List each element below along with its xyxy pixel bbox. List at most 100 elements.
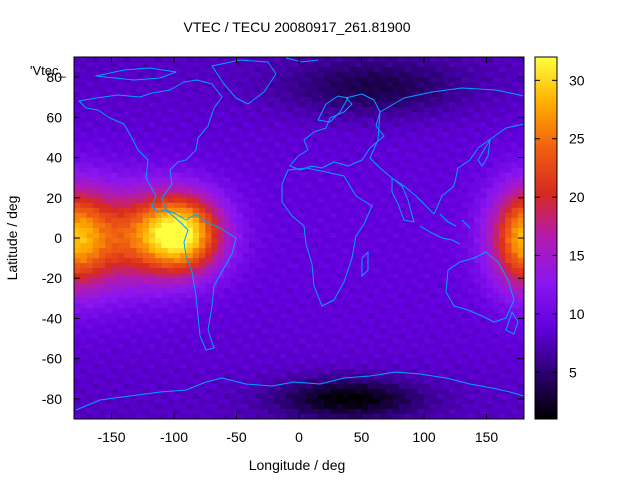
- heatmap-cell: [142, 87, 150, 93]
- heatmap-cell: [336, 162, 344, 169]
- heatmap-cell: [236, 403, 244, 410]
- heatmap-cell: [224, 283, 231, 289]
- heatmap-cell: [455, 388, 463, 395]
- heatmap-cell: [161, 378, 169, 385]
- heatmap-cell: [399, 97, 406, 103]
- heatmap-cell: [474, 122, 481, 128]
- heatmap-cell: [436, 152, 444, 159]
- heatmap-cell: [167, 333, 175, 340]
- heatmap-cell: [374, 227, 381, 234]
- heatmap-cell: [486, 92, 494, 98]
- heatmap-cell: [486, 358, 494, 365]
- heatmap-cell: [499, 182, 506, 189]
- heatmap-cell: [461, 107, 469, 113]
- heatmap-cell: [511, 227, 519, 234]
- heatmap-cell: [117, 248, 125, 254]
- heatmap-cell: [492, 67, 500, 73]
- heatmap-cell: [286, 248, 294, 254]
- heatmap-cell: [105, 107, 113, 113]
- heatmap-cell: [92, 217, 100, 224]
- heatmap-cell: [355, 102, 363, 108]
- heatmap-cell: [99, 112, 106, 118]
- heatmap-cell: [292, 152, 300, 159]
- heatmap-cell: [211, 278, 219, 284]
- heatmap-cell: [411, 172, 419, 179]
- heatmap-cell: [336, 278, 344, 284]
- heatmap-cell: [105, 288, 113, 294]
- heatmap-cell: [467, 253, 475, 259]
- heatmap-cell: [461, 147, 469, 154]
- heatmap-cell: [236, 243, 244, 249]
- heatmap-cell: [130, 217, 138, 224]
- heatmap-cell: [442, 313, 450, 320]
- heatmap-cell: [499, 197, 506, 204]
- heatmap-cell: [130, 162, 138, 169]
- heatmap-cell: [486, 243, 494, 249]
- heatmap-cell: [299, 388, 306, 395]
- heatmap-cell: [280, 147, 288, 154]
- heatmap-cell: [311, 137, 319, 144]
- heatmap-cell: [74, 202, 81, 209]
- heatmap-cell: [367, 293, 375, 299]
- heatmap-cell: [274, 152, 281, 159]
- heatmap-cell: [74, 137, 81, 144]
- heatmap-cell: [261, 278, 269, 284]
- heatmap-cell: [330, 303, 338, 309]
- heatmap-cell: [467, 293, 475, 299]
- heatmap-cell: [311, 318, 319, 325]
- heatmap-cell: [449, 388, 456, 395]
- heatmap-cell: [205, 162, 213, 169]
- heatmap-cell: [142, 152, 150, 159]
- heatmap-cell: [211, 298, 219, 304]
- heatmap-cell: [342, 57, 350, 63]
- heatmap-cell: [511, 293, 519, 299]
- heatmap-cell: [92, 288, 100, 294]
- heatmap-cell: [455, 383, 463, 390]
- heatmap-cell: [205, 127, 213, 134]
- heatmap-cell: [461, 117, 469, 123]
- heatmap-cell: [492, 147, 500, 154]
- heatmap-cell: [117, 293, 125, 299]
- heatmap-cell: [292, 162, 300, 169]
- heatmap-cell: [411, 132, 419, 139]
- heatmap-cell: [199, 343, 206, 350]
- heatmap-cell: [267, 253, 275, 259]
- heatmap-cell: [455, 217, 463, 224]
- heatmap-cell: [261, 62, 269, 68]
- heatmap-cell: [430, 293, 438, 299]
- heatmap-cell: [161, 62, 169, 68]
- heatmap-cell: [136, 97, 144, 103]
- heatmap-cell: [467, 62, 475, 68]
- heatmap-cell: [80, 227, 88, 234]
- heatmap-cell: [486, 348, 494, 355]
- heatmap-cell: [405, 373, 413, 380]
- heatmap-cell: [486, 398, 494, 405]
- heatmap-cell: [417, 383, 425, 390]
- heatmap-cell: [411, 353, 419, 360]
- heatmap-cell: [455, 102, 463, 108]
- heatmap-cell: [280, 333, 288, 340]
- heatmap-cell: [161, 283, 169, 289]
- heatmap-cell: [130, 243, 138, 249]
- heatmap-cell: [449, 308, 456, 315]
- heatmap-cell: [386, 253, 394, 259]
- heatmap-cell: [174, 268, 181, 274]
- heatmap-cell: [174, 137, 181, 144]
- heatmap-cell: [367, 303, 375, 309]
- heatmap-cell: [155, 102, 163, 108]
- heatmap-cell: [149, 167, 156, 174]
- heatmap-cell: [324, 207, 331, 214]
- heatmap-cell: [349, 343, 356, 350]
- heatmap-cell: [199, 398, 206, 405]
- heatmap-cell: [374, 152, 381, 159]
- heatmap-cell: [449, 393, 456, 400]
- heatmap-cell: [192, 172, 200, 179]
- heatmap-cell: [117, 177, 125, 184]
- heatmap-cell: [380, 137, 388, 144]
- heatmap-cell: [186, 227, 194, 234]
- heatmap-cell: [124, 97, 131, 103]
- heatmap-cell: [449, 117, 456, 123]
- heatmap-cell: [349, 222, 356, 229]
- heatmap-cell: [455, 278, 463, 284]
- heatmap-cell: [311, 182, 319, 189]
